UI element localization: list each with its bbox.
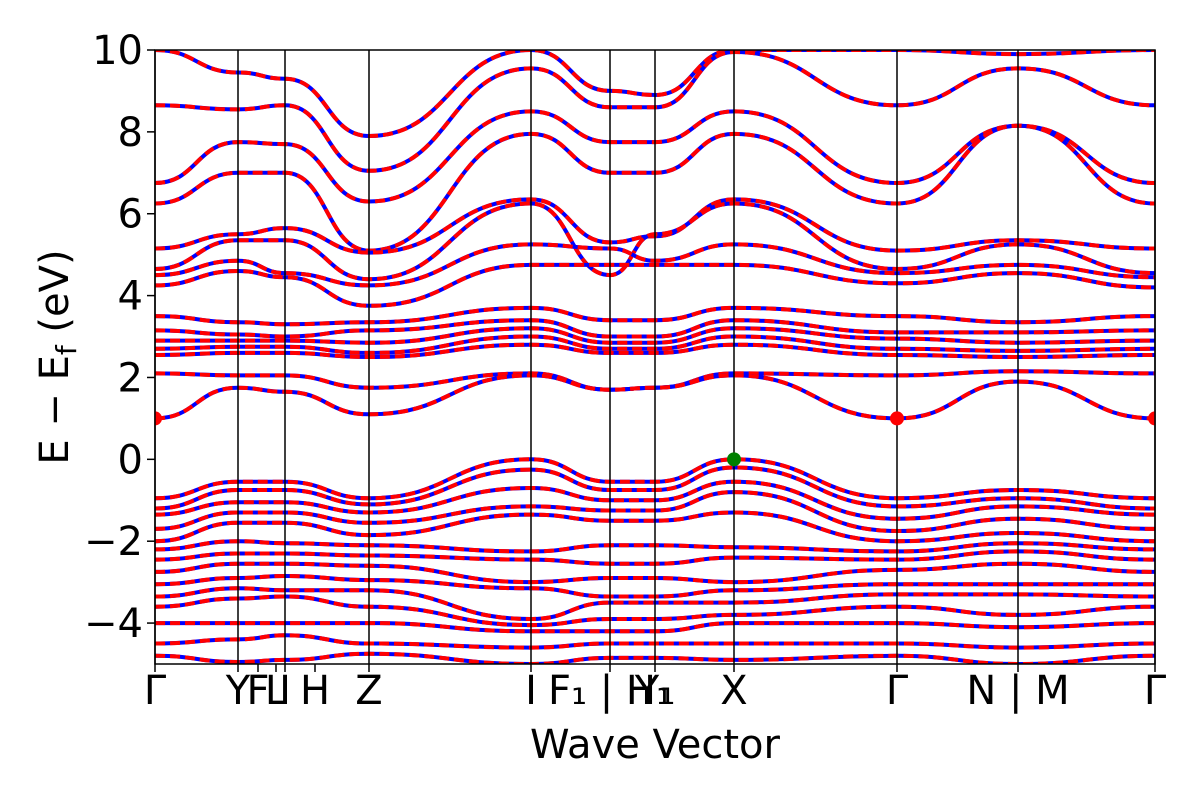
x-tick-label: X xyxy=(720,668,747,714)
band-17-spin-down xyxy=(155,465,1155,511)
conduction-band-minimum-marker-1 xyxy=(155,411,162,426)
x-tick-label: Γ xyxy=(144,668,167,714)
x-tick-label: Y xyxy=(225,668,251,714)
band-26-spin-down xyxy=(155,594,1155,628)
band-28-spin-down xyxy=(155,633,1155,650)
y-tick-label: −2 xyxy=(84,519,143,565)
conduction-band-minimum-marker-2 xyxy=(890,411,904,426)
y-tick-label: 8 xyxy=(118,110,143,156)
band-extrema-markers xyxy=(155,411,1155,467)
y-axis-label: E − Ef (eV) xyxy=(32,249,83,464)
x-tick-label: Y₁ xyxy=(634,668,675,714)
x-tick-label: F₁ | H₁ xyxy=(548,668,672,714)
band-21-spin-down xyxy=(155,539,1155,554)
band-24-spin-down xyxy=(155,573,1155,599)
x-tick-label: N | M xyxy=(966,668,1069,714)
x-tick-label: L xyxy=(265,668,288,714)
band-1-spin-down xyxy=(155,50,1155,139)
band-2-spin-down xyxy=(155,50,1155,173)
band-9-spin-down xyxy=(155,305,1155,327)
band-16-spin-down xyxy=(155,457,1155,501)
band-19-spin-down xyxy=(155,490,1155,534)
y-axis-ticks: −4 −2 0 2 4 6 8 10 xyxy=(84,28,155,647)
y-axis-label-unit: (eV) xyxy=(32,249,78,345)
band-23-spin-down xyxy=(155,561,1155,585)
band-8-spin-down xyxy=(155,262,1155,308)
conduction-band-minimum-marker-3 xyxy=(1148,411,1155,426)
band-7-spin-down xyxy=(155,242,1155,288)
band-20-spin-down xyxy=(155,510,1155,544)
y-tick-label: 4 xyxy=(118,274,143,320)
x-tick-label: Z xyxy=(355,668,382,714)
y-tick-label: 2 xyxy=(118,355,143,401)
band-29-spin-down xyxy=(155,651,1155,664)
y-axis-label-subscript: f xyxy=(50,344,83,355)
y-tick-label: −4 xyxy=(84,601,143,647)
y-tick-label: 0 xyxy=(118,437,143,483)
x-tick-label: H xyxy=(300,668,330,714)
y-tick-label: 6 xyxy=(118,192,143,238)
x-tick-label: I xyxy=(525,668,537,714)
x-tick-label: Γ xyxy=(886,668,909,714)
valence-band-maximum-marker-4 xyxy=(727,452,741,467)
y-axis-label-main: E − E xyxy=(32,355,78,465)
x-tick-label: Γ xyxy=(1144,668,1167,714)
x-tick-label: I xyxy=(279,668,291,714)
y-tick-label: 10 xyxy=(92,28,143,74)
band-10-spin-down xyxy=(155,318,1155,339)
x-tick-label: F xyxy=(246,668,269,714)
band-4-spin-down xyxy=(155,123,1155,253)
x-axis-label: Wave Vector xyxy=(530,722,781,768)
band-22-spin-down xyxy=(155,549,1155,566)
band-18-spin-down xyxy=(155,479,1155,521)
bands-layer xyxy=(155,50,1155,664)
